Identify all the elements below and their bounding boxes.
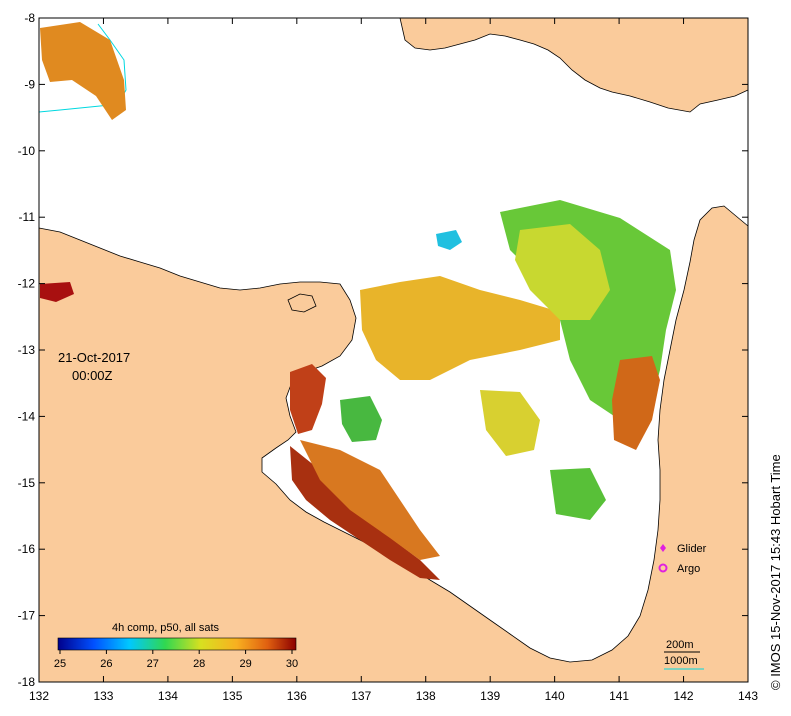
colorbar-tick-label: 29 <box>239 658 251 670</box>
x-tick-label: 139 <box>480 689 500 703</box>
diamond-icon <box>660 544 666 552</box>
sst-patch-red-west <box>40 282 74 302</box>
x-tick-label: 140 <box>545 689 565 703</box>
y-axis: -8 -9 -10 -11 -12 -13 -14 -15 -16 -17 -18 <box>18 11 748 689</box>
ring-icon <box>658 563 668 573</box>
date-label: 21-Oct-2017 <box>58 350 130 365</box>
x-tick-label: 132 <box>29 689 49 703</box>
colorbar-tick-label: 28 <box>193 658 205 670</box>
colorbar-tick-label: 25 <box>54 658 66 670</box>
sst-patch-nw <box>40 22 126 120</box>
colorbar-gradient <box>57 637 297 651</box>
x-tick-label: 142 <box>674 689 694 703</box>
x-tick-label: 143 <box>738 689 758 703</box>
sst-patch-west-rim <box>290 364 326 434</box>
credit-text: © IMOS 15-Nov-2017 15:43 Hobart Time <box>768 454 783 690</box>
marker-legend: Glider Argo <box>658 543 707 575</box>
sst-patch-yellow-ne <box>515 224 610 320</box>
contour-200m-label: 200m <box>666 639 694 651</box>
x-tick-label: 138 <box>416 689 436 703</box>
y-tick-label: -13 <box>18 343 36 357</box>
argo-label: Argo <box>677 563 700 575</box>
x-tick-label: 136 <box>287 689 307 703</box>
y-tick-label: -9 <box>24 77 35 91</box>
y-tick-label: -15 <box>18 476 36 490</box>
colorbar-tick-label: 27 <box>147 658 159 670</box>
sst-patch-east-coast <box>612 356 660 450</box>
colorbar: 4h comp, p50, all sats 25 26 27 28 29 30 <box>54 622 298 670</box>
y-tick-label: -11 <box>19 210 36 224</box>
glider-label: Glider <box>677 543 707 555</box>
x-tick-label: 135 <box>222 689 242 703</box>
sst-patch-gulf-mid <box>300 440 440 560</box>
sst-patch-green-south <box>550 468 606 520</box>
y-tick-label: -18 <box>18 675 36 689</box>
contour-legend: 200m 1000m <box>664 639 704 670</box>
y-tick-label: -8 <box>24 11 35 25</box>
x-tick-label: 133 <box>93 689 113 703</box>
y-tick-label: -14 <box>18 409 36 423</box>
x-tick-label: 137 <box>351 689 371 703</box>
time-label: 00:00Z <box>72 368 113 383</box>
y-tick-label: -16 <box>18 542 36 556</box>
y-tick-label: -12 <box>18 277 36 291</box>
sst-patch-yellow-east <box>480 390 540 456</box>
land-new-guinea <box>399 17 749 113</box>
colorbar-title: 4h comp, p50, all sats <box>112 622 220 634</box>
y-tick-label: -10 <box>18 144 36 158</box>
colorbar-tick-label: 26 <box>100 658 112 670</box>
x-tick-label: 134 <box>158 689 178 703</box>
x-tick-label: 141 <box>609 689 629 703</box>
x-axis: 132 133 134 135 136 137 138 139 140 141 142 143 <box>29 18 758 703</box>
sst-patch-cyan <box>436 230 462 250</box>
contour-1000m-label: 1000m <box>664 655 698 667</box>
land-island <box>287 293 317 313</box>
y-tick-label: -17 <box>18 609 36 623</box>
sst-field <box>40 22 676 580</box>
colorbar-ticks: 25 26 27 28 29 30 <box>54 650 298 670</box>
sst-patch-center <box>360 276 560 380</box>
colorbar-tick-label: 30 <box>286 658 298 670</box>
sst-patch-green-sw <box>340 396 382 442</box>
